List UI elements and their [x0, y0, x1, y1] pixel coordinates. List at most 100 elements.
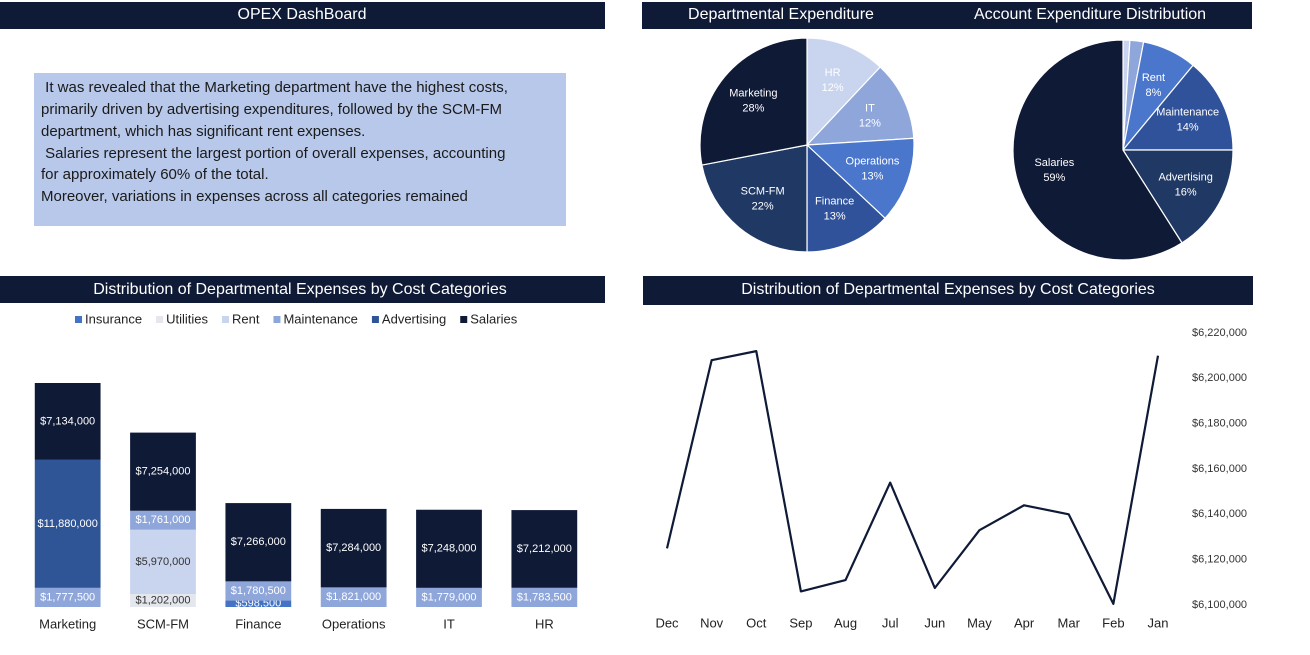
slice-label: Rent — [1142, 72, 1165, 84]
x-tick-label: Jul — [882, 615, 899, 630]
x-tick-label: Aug — [834, 615, 857, 630]
dashboard-title: OPEX DashBoard — [238, 6, 367, 23]
slice-label: HR — [825, 67, 841, 79]
pie-slice — [701, 144, 808, 253]
header-bar — [643, 276, 1253, 305]
data-label: $7,134,000 — [40, 415, 95, 427]
slice-label: Finance — [815, 196, 854, 208]
x-tick-label: HR — [535, 616, 554, 631]
x-tick-label: Sep — [789, 615, 812, 630]
legend-label: Insurance — [85, 311, 142, 326]
legend-swatch — [222, 316, 229, 323]
x-tick-label: Mar — [1058, 615, 1081, 630]
x-tick-label: Finance — [235, 616, 281, 631]
y-tick-label: $6,120,000 — [1192, 554, 1247, 566]
data-label: $1,202,000 — [135, 594, 190, 606]
bar-segment — [416, 587, 482, 607]
header-bar — [0, 2, 605, 29]
legend-label: Advertising — [382, 311, 446, 326]
legend-label: Maintenance — [283, 311, 357, 326]
slice-value-label: 14% — [1177, 121, 1199, 133]
x-tick-label: IT — [443, 616, 455, 631]
slice-label: Advertising — [1158, 171, 1212, 183]
bar-segment — [511, 510, 578, 588]
slice-value-label: 59% — [1043, 172, 1065, 184]
chart-title: Account Expenditure Distribution — [974, 6, 1206, 23]
x-tick-label: Marketing — [39, 616, 96, 631]
chart-title: Distribution of Departmental Expenses by… — [93, 281, 507, 298]
summary-box — [34, 73, 566, 226]
summary-line: Moreover, variations in expenses across … — [41, 188, 468, 205]
bar-segment — [130, 510, 196, 530]
data-label: $11,880,000 — [37, 518, 97, 530]
slice-label: Maintenance — [1156, 106, 1219, 118]
pie-slice — [806, 37, 882, 147]
pie-slice — [699, 37, 808, 166]
x-tick-label: Dec — [655, 615, 679, 630]
bar-segment — [225, 503, 292, 582]
slice-label: SCM-FM — [741, 185, 785, 197]
y-tick-label: $6,100,000 — [1192, 599, 1247, 611]
summary-line: It was revealed that the Marketing depar… — [41, 79, 508, 96]
x-tick-label: SCM-FM — [137, 616, 189, 631]
slice-label: IT — [865, 102, 875, 114]
bar-segment — [511, 587, 578, 607]
summary-line: for approximately 60% of the total. — [41, 166, 269, 183]
slice-value-label: 28% — [742, 103, 764, 115]
legend-label: Rent — [232, 311, 260, 326]
bar-segment — [225, 581, 292, 601]
bar-segment — [130, 432, 196, 511]
slice-value-label: 12% — [822, 82, 844, 94]
slice-value-label: 12% — [859, 117, 881, 129]
data-label: $1,821,000 — [326, 591, 381, 603]
bar-segment — [320, 587, 387, 607]
chart-title: Distribution of Departmental Expenses by… — [741, 281, 1155, 298]
legend-swatch — [156, 316, 164, 323]
pie-slice — [805, 137, 915, 220]
data-label: $7,254,000 — [135, 466, 190, 478]
pie-slice — [1121, 64, 1234, 151]
header-bar — [0, 276, 605, 303]
bar-segment — [34, 383, 101, 460]
summary-line: Salaries represent the largest portion o… — [41, 145, 505, 162]
bar-segment — [225, 600, 292, 607]
x-tick-label: Jun — [924, 615, 945, 630]
data-label: $1,780,500 — [231, 585, 286, 597]
y-tick-label: $6,200,000 — [1192, 372, 1247, 384]
header-bar — [642, 2, 1252, 29]
slice-label: Operations — [846, 155, 900, 167]
data-label: $1,779,000 — [421, 591, 476, 603]
slice-value-label: 13% — [824, 211, 846, 223]
x-tick-label: Oct — [746, 615, 767, 630]
slice-value-label: 8% — [1145, 87, 1161, 99]
data-label: $7,248,000 — [421, 543, 476, 555]
data-label: $5,970,000 — [135, 556, 190, 568]
x-tick-label: Operations — [322, 616, 386, 631]
legend-swatch — [371, 316, 379, 323]
x-tick-label: Nov — [700, 615, 724, 630]
bar-segment — [416, 509, 482, 588]
slice-value-label: 13% — [861, 170, 883, 182]
legend-swatch — [460, 316, 468, 323]
summary-line: primarily driven by advertising expendit… — [41, 101, 502, 118]
legend-label: Utilities — [166, 311, 208, 326]
pie-slice — [806, 143, 886, 253]
data-label: $7,266,000 — [231, 536, 286, 548]
bar-segment — [34, 587, 101, 607]
pie-slice — [805, 66, 915, 146]
pie-slice — [1121, 149, 1234, 244]
slice-label: Salaries — [1034, 157, 1074, 169]
legend-label: Salaries — [470, 311, 517, 326]
y-tick-label: $6,140,000 — [1192, 508, 1247, 520]
y-tick-label: $6,160,000 — [1192, 463, 1247, 475]
bar-segment — [320, 508, 387, 588]
y-tick-label: $6,220,000 — [1192, 327, 1247, 339]
data-label: $598,500 — [235, 598, 281, 610]
x-tick-label: Apr — [1014, 615, 1035, 630]
chart-title: Departmental Expenditure — [688, 6, 874, 23]
bar-segment — [130, 529, 196, 595]
data-label: $1,777,500 — [40, 591, 95, 603]
slice-label: Marketing — [729, 88, 777, 100]
x-tick-label: Feb — [1102, 615, 1124, 630]
